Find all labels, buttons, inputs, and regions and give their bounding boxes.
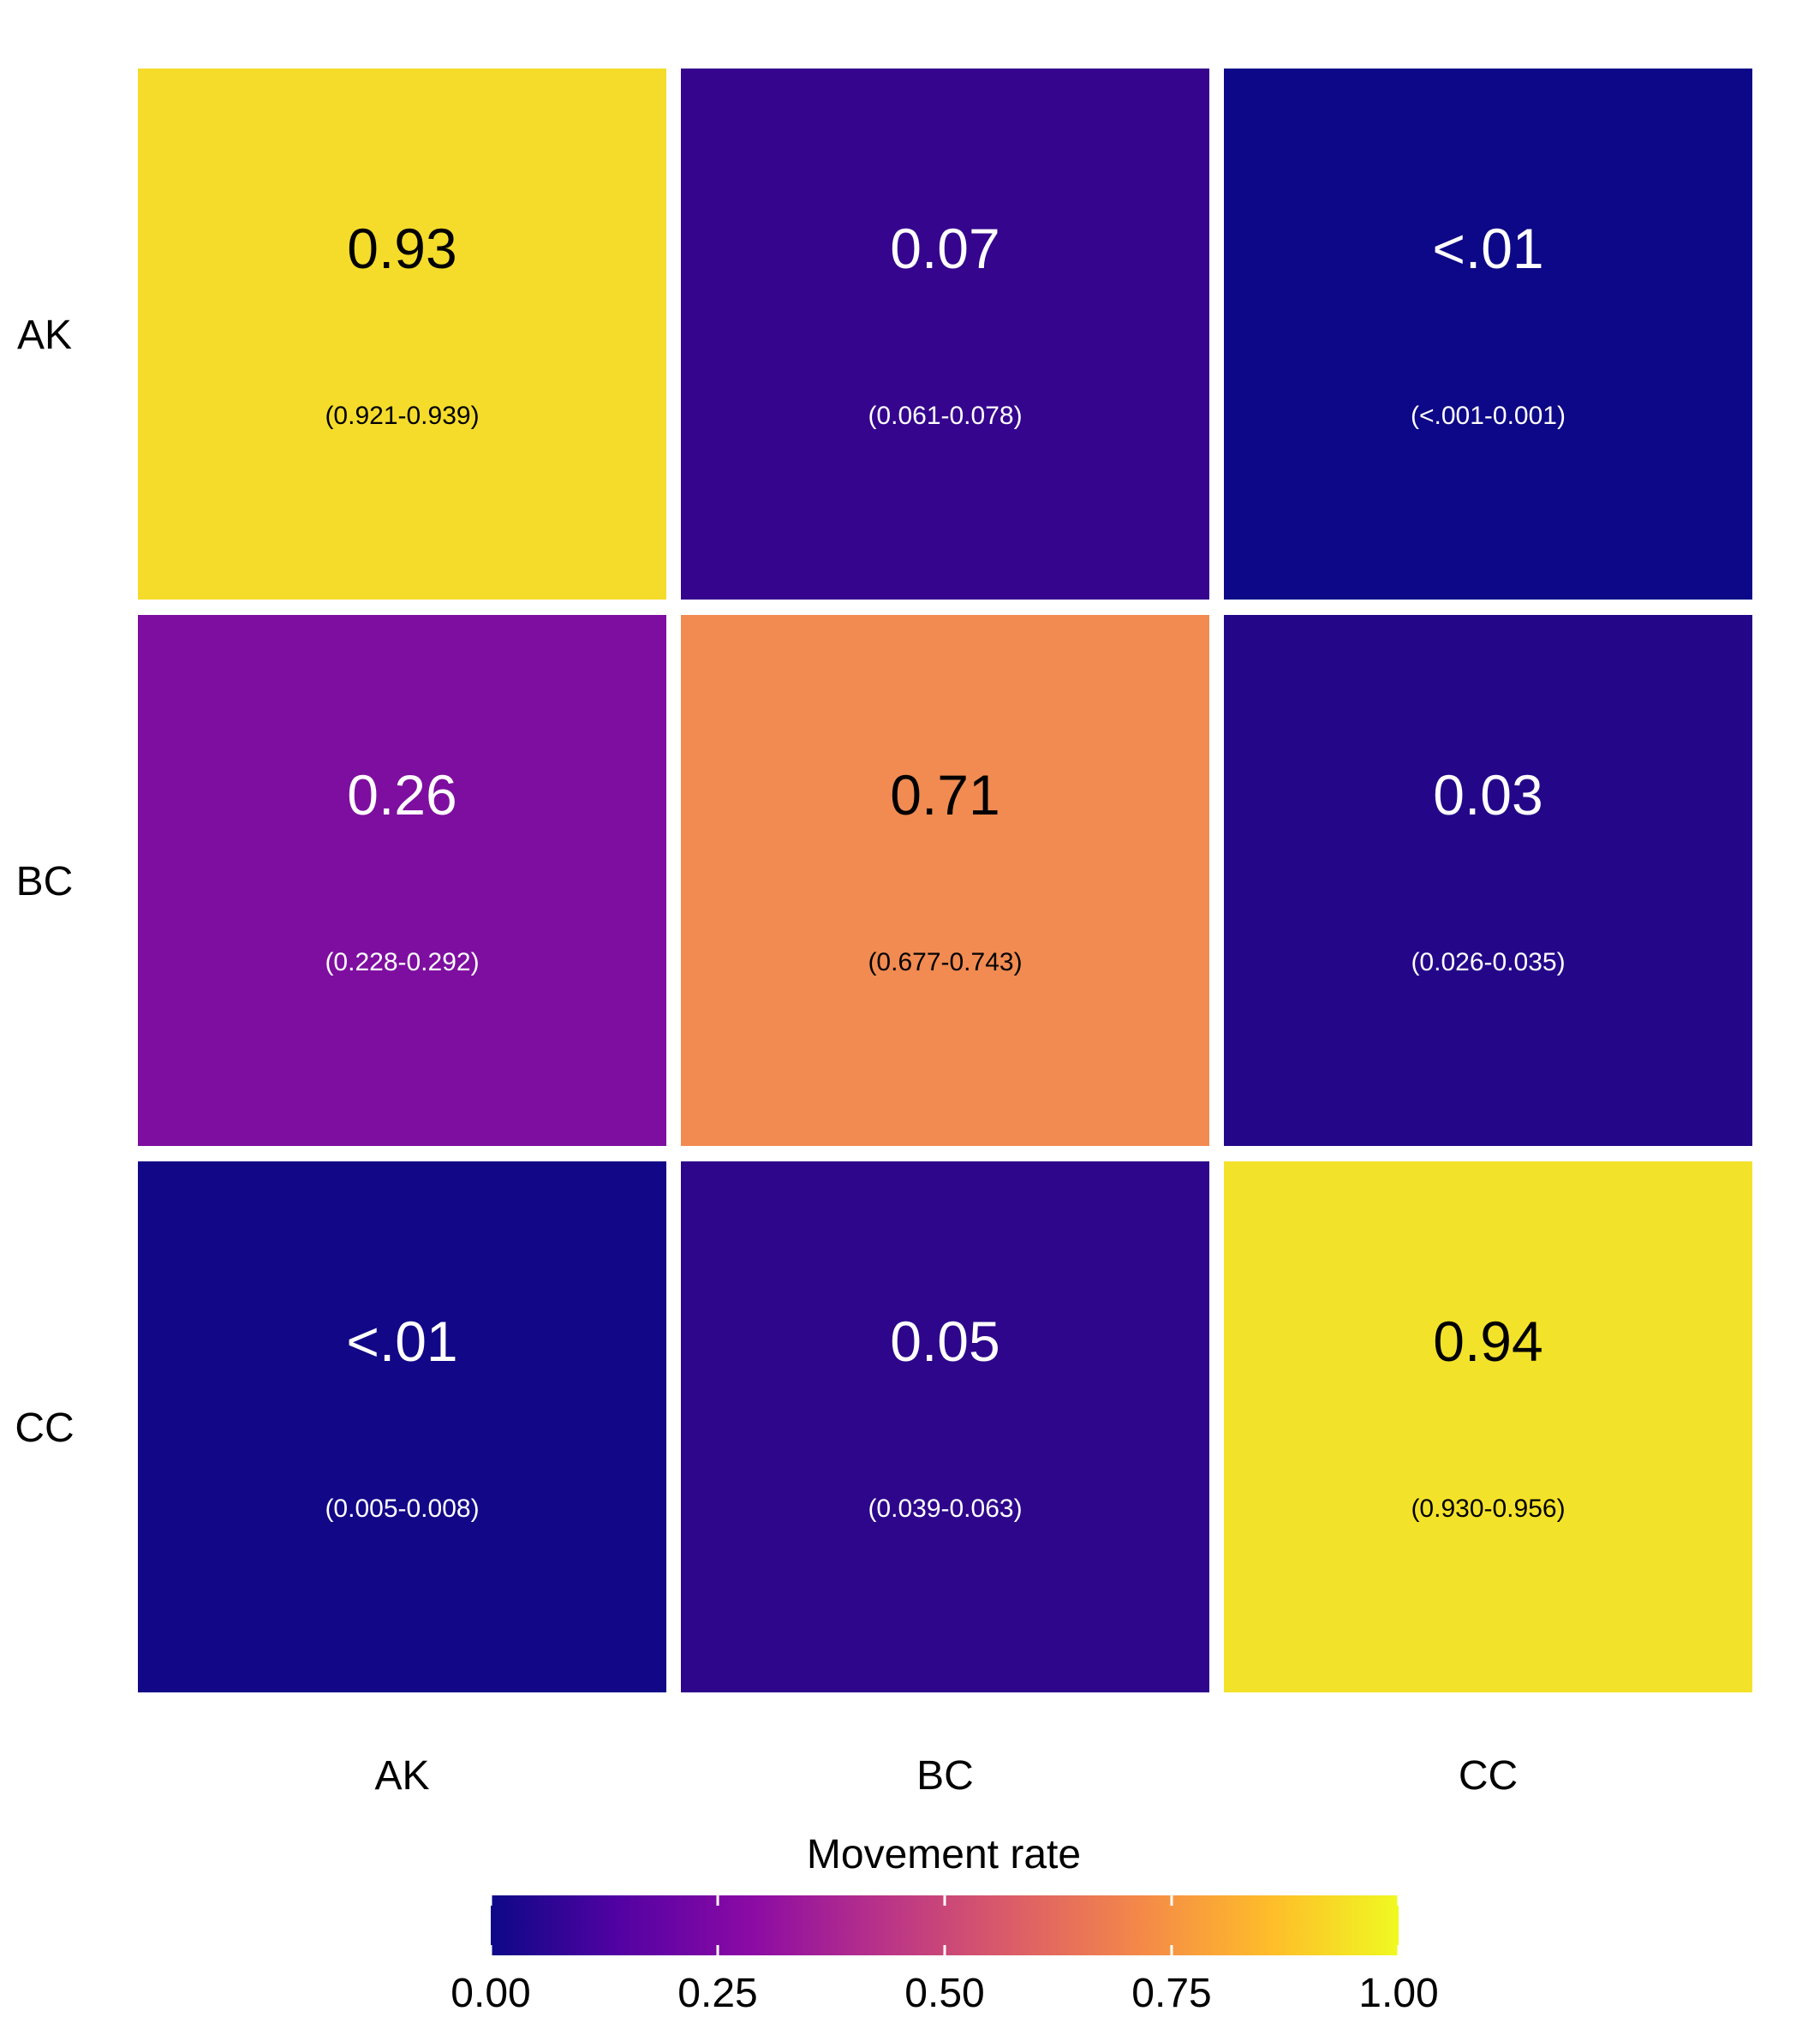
cell-rect: [681, 69, 1209, 600]
heatmap-cell: 0.26 (0.228-0.292): [138, 615, 666, 1146]
x-tick-label: AK: [374, 1753, 429, 1799]
heatmap-cell: 0.07 (0.061-0.078): [681, 69, 1209, 600]
heatmap-cell: 0.05 (0.039-0.063): [681, 1161, 1209, 1692]
cell-ci-label: (0.228-0.292): [325, 948, 479, 976]
y-tick-label: BC: [16, 859, 74, 904]
legend-tick-label: 1.00: [1358, 1971, 1438, 2016]
cell-ci-label: (0.061-0.078): [868, 402, 1022, 430]
cell-value-label: <.01: [346, 1310, 457, 1373]
cell-rect: [1224, 1161, 1752, 1692]
y-tick-label: CC: [15, 1405, 74, 1451]
heatmap-cells: 0.93 (0.921-0.939) 0.07 (0.061-0.078) <.01 (<…: [138, 69, 1752, 1692]
heatmap-cell: 0.94 (0.930-0.956): [1224, 1161, 1752, 1692]
cell-value-label: 0.71: [890, 763, 1000, 827]
legend-tick-label: 0.25: [677, 1971, 757, 2016]
legend-tick-label: 0.50: [904, 1971, 984, 2016]
heatmap-cell: <.01 (0.005-0.008): [138, 1161, 666, 1692]
cell-ci-label: (0.026-0.035): [1411, 948, 1565, 976]
cell-value-label: 0.94: [1433, 1310, 1543, 1373]
cell-rect: [1224, 69, 1752, 600]
x-tick-label: CC: [1459, 1753, 1518, 1799]
y-tick-label: AK: [17, 313, 72, 358]
cell-value-label: 0.07: [890, 217, 1000, 280]
cell-ci-label: (<.001-0.001): [1411, 402, 1566, 430]
cell-rect: [681, 615, 1209, 1146]
cell-value-label: 0.03: [1433, 763, 1543, 827]
x-tick-label: BC: [916, 1753, 974, 1799]
cell-rect: [1224, 615, 1752, 1146]
legend-tick-label: 0.75: [1131, 1971, 1211, 2016]
cell-ci-label: (0.930-0.956): [1411, 1495, 1565, 1523]
cell-value-label: 0.05: [890, 1310, 1000, 1373]
legend-title: Movement rate: [807, 1832, 1081, 1877]
color-legend: Movement rate 0.00 0.25 0.50 0.75 1.00: [451, 1832, 1438, 2016]
cell-rect: [138, 1161, 666, 1692]
cell-ci-label: (0.005-0.008): [325, 1495, 479, 1523]
cell-value-label: 0.93: [347, 217, 456, 280]
legend-tick-label: 0.00: [451, 1971, 530, 2016]
heatmap-cell: <.01 (<.001-0.001): [1224, 69, 1752, 600]
cell-rect: [138, 615, 666, 1146]
cell-ci-label: (0.039-0.063): [868, 1495, 1022, 1523]
legend-ticks: 0.00 0.25 0.50 0.75 1.00: [451, 1895, 1439, 2016]
cell-ci-label: (0.677-0.743): [868, 948, 1022, 976]
cell-rect: [681, 1161, 1209, 1692]
x-axis-labels: AK BC CC: [374, 1753, 1518, 1799]
heatmap-cell: 0.71 (0.677-0.743): [681, 615, 1209, 1146]
heatmap-cell: 0.93 (0.921-0.939): [138, 69, 666, 600]
cell-rect: [138, 69, 666, 600]
heatmap-cell: 0.03 (0.026-0.035): [1224, 615, 1752, 1146]
cell-value-label: 0.26: [347, 763, 456, 827]
cell-ci-label: (0.921-0.939): [325, 402, 479, 430]
cell-value-label: <.01: [1432, 217, 1543, 280]
y-axis-labels: AK BC CC: [15, 313, 74, 1451]
